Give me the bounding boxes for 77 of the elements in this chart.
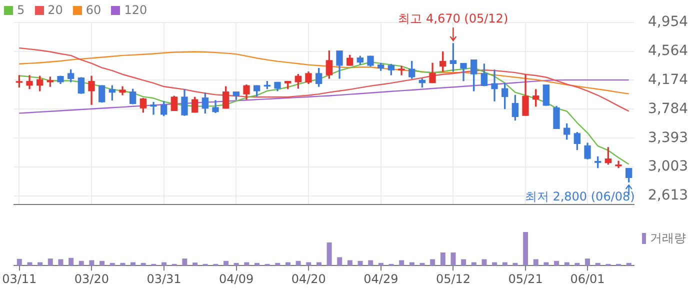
annotation: 최저 2,800 (06/08) — [524, 190, 635, 204]
bar — [368, 260, 374, 266]
legend-label: 5 — [17, 3, 25, 17]
bar — [110, 262, 115, 266]
bar — [574, 262, 580, 266]
bar — [358, 260, 363, 266]
bar — [471, 262, 476, 266]
x-tick-label: 03/11 — [2, 272, 37, 286]
legend-label: 120 — [124, 3, 148, 17]
bar — [316, 262, 322, 266]
x-tick-label: 04/29 — [364, 272, 398, 286]
bar — [162, 262, 167, 266]
y-tick-label: 3,393 — [648, 130, 688, 146]
bar — [192, 262, 198, 266]
bar — [296, 260, 301, 266]
bar — [347, 260, 352, 266]
legend-label: 20 — [48, 3, 63, 17]
bar — [38, 262, 43, 266]
x-tick-label: 03/20 — [74, 272, 110, 286]
bar — [306, 262, 312, 266]
bar — [409, 262, 414, 266]
legend-label: 60 — [86, 3, 102, 17]
bar — [450, 252, 456, 266]
bar — [554, 260, 560, 266]
bar — [502, 262, 508, 266]
bar — [27, 262, 32, 266]
bar — [120, 262, 126, 266]
bar — [326, 242, 332, 266]
y-tick-label: 4,174 — [648, 72, 688, 88]
x-tick-label: 05/12 — [436, 272, 471, 286]
bar — [16, 258, 22, 266]
bar — [244, 262, 250, 266]
bar — [68, 258, 74, 266]
bar — [285, 262, 290, 266]
bar — [275, 262, 280, 266]
bar — [337, 257, 342, 266]
bar — [564, 262, 570, 266]
bar — [512, 262, 518, 266]
bar — [585, 258, 590, 266]
bar — [430, 259, 436, 266]
x-tick-label: 04/20 — [291, 272, 326, 286]
bar — [399, 260, 404, 266]
legend-label: 거래량 — [650, 230, 686, 247]
bar — [626, 262, 632, 266]
bar — [89, 260, 94, 266]
x-tick-label: 05/21 — [508, 272, 543, 286]
bar — [492, 262, 498, 266]
x-tick-label: 04/09 — [219, 272, 254, 286]
y-tick-label: 2,613 — [648, 188, 688, 204]
candlestick — [398, 66, 405, 76]
bar — [48, 258, 53, 266]
bar — [182, 258, 188, 266]
y-tick-label: 3,003 — [648, 158, 688, 175]
bar — [254, 262, 260, 266]
bar — [140, 262, 146, 266]
candlestick — [16, 75, 22, 88]
bar — [533, 259, 538, 266]
annotation: 최고 4,670 (05/12) — [398, 12, 508, 26]
bar — [378, 262, 384, 266]
bar — [420, 262, 425, 266]
bar — [58, 259, 64, 266]
bar — [523, 232, 528, 266]
bar — [100, 260, 105, 266]
bar — [78, 260, 84, 266]
bar — [130, 262, 136, 266]
y-tick-label: 4,564 — [648, 42, 688, 59]
bar — [544, 262, 549, 266]
bar — [440, 252, 446, 266]
bar — [234, 262, 239, 266]
x-tick-label: 06/01 — [570, 272, 605, 286]
bar — [461, 259, 466, 266]
y-tick-label: 4,954 — [648, 14, 688, 30]
y-tick-label: 3,784 — [648, 100, 688, 117]
bar — [482, 259, 487, 266]
bar — [595, 262, 600, 266]
bar — [223, 260, 228, 266]
x-tick-label: 03/31 — [146, 272, 182, 286]
